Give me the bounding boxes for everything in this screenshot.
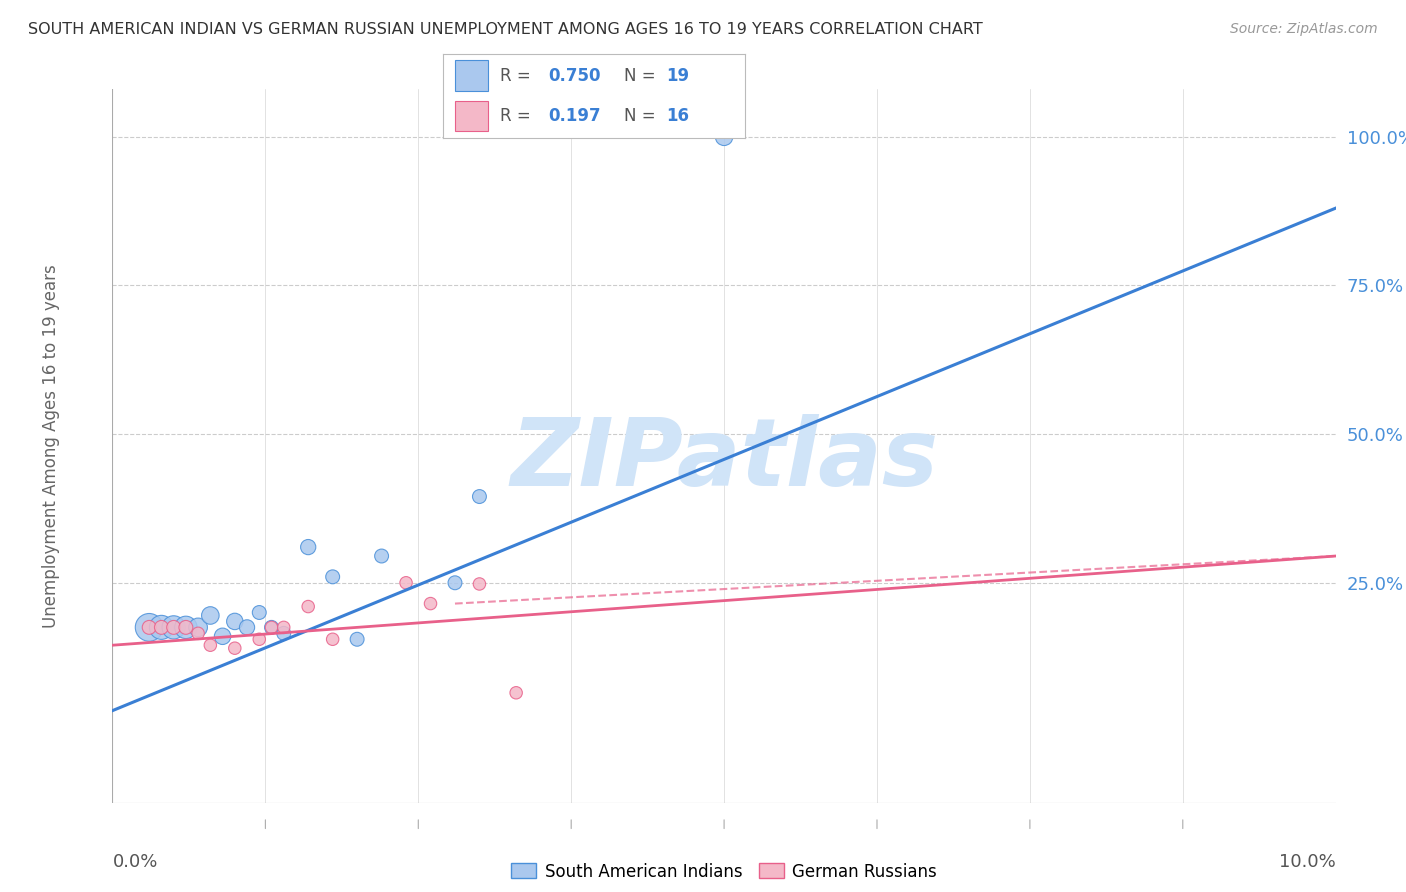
Point bbox=[273, 626, 295, 640]
Point bbox=[200, 638, 222, 652]
Text: 0.0%: 0.0% bbox=[112, 853, 157, 871]
Point bbox=[187, 626, 209, 640]
FancyBboxPatch shape bbox=[456, 101, 488, 131]
Point bbox=[297, 540, 319, 554]
Point bbox=[322, 632, 344, 647]
Point bbox=[163, 620, 186, 634]
Text: 19: 19 bbox=[666, 67, 690, 85]
Point bbox=[236, 620, 259, 634]
Text: 0.197: 0.197 bbox=[548, 107, 602, 125]
Point bbox=[419, 597, 441, 611]
Point bbox=[247, 632, 270, 647]
Text: 16: 16 bbox=[666, 107, 689, 125]
Point bbox=[468, 490, 491, 504]
Point bbox=[370, 549, 392, 563]
Point bbox=[468, 577, 491, 591]
Text: N =: N = bbox=[624, 107, 661, 125]
Text: Unemployment Among Ages 16 to 19 years: Unemployment Among Ages 16 to 19 years bbox=[42, 264, 60, 628]
Text: Source: ZipAtlas.com: Source: ZipAtlas.com bbox=[1230, 22, 1378, 37]
FancyBboxPatch shape bbox=[456, 61, 488, 91]
Point bbox=[224, 615, 246, 629]
Text: SOUTH AMERICAN INDIAN VS GERMAN RUSSIAN UNEMPLOYMENT AMONG AGES 16 TO 19 YEARS C: SOUTH AMERICAN INDIAN VS GERMAN RUSSIAN … bbox=[28, 22, 983, 37]
Point bbox=[395, 575, 418, 590]
Point bbox=[247, 606, 270, 620]
Point bbox=[273, 620, 295, 634]
Point bbox=[163, 620, 186, 634]
Legend: South American Indians, German Russians: South American Indians, German Russians bbox=[505, 856, 943, 888]
Point bbox=[200, 608, 222, 623]
Point bbox=[138, 620, 160, 634]
Text: ZIPatlas: ZIPatlas bbox=[510, 414, 938, 507]
Point bbox=[297, 599, 319, 614]
Point bbox=[224, 641, 246, 656]
Point bbox=[260, 620, 283, 634]
Point bbox=[346, 632, 368, 647]
Text: R =: R = bbox=[501, 107, 536, 125]
Point bbox=[505, 686, 527, 700]
Point bbox=[174, 620, 197, 634]
Point bbox=[444, 575, 467, 590]
Point bbox=[150, 620, 173, 634]
Point bbox=[174, 620, 197, 634]
Point bbox=[322, 570, 344, 584]
Text: 0.750: 0.750 bbox=[548, 67, 602, 85]
Text: N =: N = bbox=[624, 67, 661, 85]
Point bbox=[713, 129, 735, 144]
Point bbox=[138, 620, 160, 634]
Point bbox=[187, 620, 209, 634]
Point bbox=[150, 620, 173, 634]
Text: R =: R = bbox=[501, 67, 536, 85]
Point bbox=[211, 629, 233, 643]
Point bbox=[260, 620, 283, 634]
Text: 10.0%: 10.0% bbox=[1279, 853, 1336, 871]
